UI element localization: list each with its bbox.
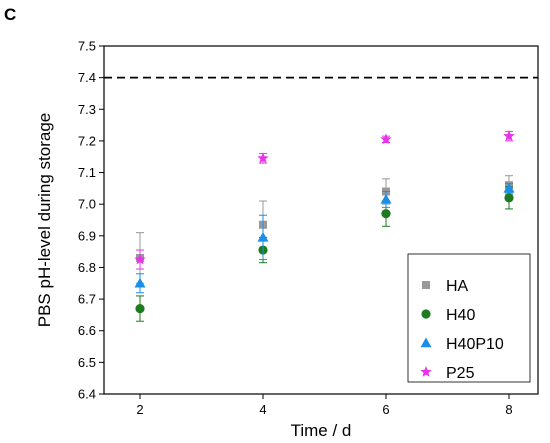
legend-item: H40: [421, 307, 475, 324]
data-point: [380, 193, 392, 204]
y-tick-label: 6.8: [78, 260, 96, 275]
legend-marker: [420, 337, 432, 348]
legend-marker: [420, 366, 432, 377]
data-point: [134, 277, 146, 288]
data-point: [257, 152, 269, 164]
data-point: [503, 182, 515, 193]
y-tick-label: 6.9: [78, 228, 96, 243]
data-point: [134, 253, 146, 265]
y-tick-label: 7.2: [78, 133, 96, 148]
legend: HA H40 H40P10 P25: [407, 253, 531, 383]
plot-frame: [103, 45, 539, 395]
series-p25: [134, 130, 515, 270]
y-tick-label: 6.6: [78, 323, 96, 338]
panel-label: C: [4, 5, 16, 24]
legend-marker: [422, 281, 430, 289]
legend-label: H40P10: [446, 336, 504, 353]
y-tick-label: 6.4: [78, 387, 96, 402]
data-point: [381, 209, 391, 219]
y-tick-label: 6.7: [78, 292, 96, 307]
x-tick-label: 8: [505, 402, 512, 417]
x-tick-label: 2: [136, 402, 143, 417]
legend-label: HA: [446, 278, 469, 295]
y-tick-label: 7.0: [78, 197, 96, 212]
y-axis-title: PBS pH-level during storage: [35, 113, 54, 328]
legend-box: [407, 253, 531, 383]
y-tick-label: 7.5: [78, 39, 96, 54]
x-tick-label: 6: [382, 402, 389, 417]
data-point: [257, 231, 269, 242]
legend-item: H40P10: [420, 336, 504, 353]
data-point: [380, 133, 392, 145]
x-axis-title: Time / d: [291, 421, 352, 440]
data-point: [135, 303, 145, 314]
data-point: [503, 130, 515, 142]
y-tick-label: 7.1: [78, 165, 96, 180]
legend-label: H40: [446, 307, 475, 324]
series-h40p10: [134, 182, 515, 294]
y-tick-label: 7.3: [78, 102, 96, 117]
legend-item: HA: [422, 278, 469, 295]
legend-label: P25: [446, 365, 475, 382]
y-tick-label: 7.4: [78, 70, 96, 85]
legend-marker: [421, 309, 431, 319]
y-tick-label: 6.5: [78, 355, 96, 370]
legend-item: P25: [420, 365, 475, 382]
x-tick-label: 4: [259, 402, 266, 417]
data-point: [504, 193, 514, 203]
